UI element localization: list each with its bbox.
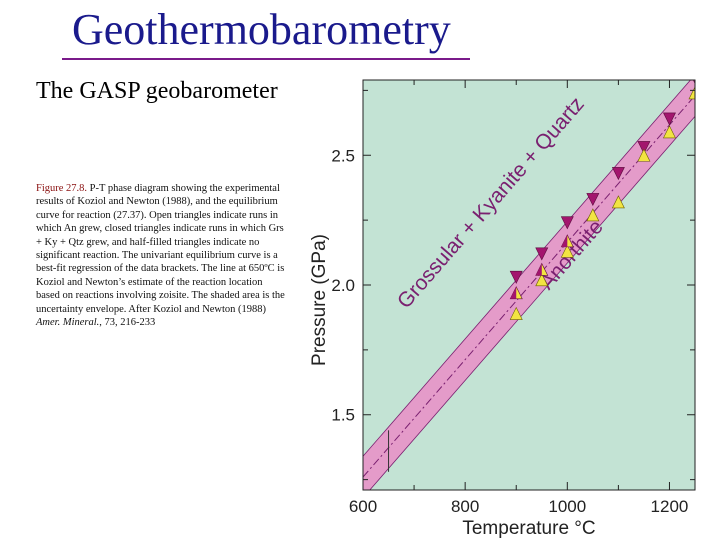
caption-journal: Amer. Mineral.	[36, 317, 100, 329]
pt-phase-diagram: Grossular + Kyanite + QuartzAnorthite600…	[309, 79, 696, 539]
caption-citation: , 73, 216-233	[99, 317, 156, 329]
x-axis-label: Temperature °C	[462, 518, 595, 539]
grs-ky-qtz-point	[509, 270, 523, 284]
anorthite-point	[560, 244, 574, 258]
y-axis-label: Pressure (GPa)	[309, 234, 330, 366]
y-tick-label: 2.0	[331, 276, 355, 295]
x-tick-label: 1000	[548, 497, 586, 516]
slide-title: Geothermobarometry	[72, 5, 451, 54]
slide-subtitle: The GASP geobarometer	[36, 78, 278, 104]
grs-ky-qtz-point	[662, 112, 676, 126]
grs-ky-qtz-point	[560, 216, 574, 230]
y-tick-label: 1.5	[331, 406, 355, 425]
anorthite-point	[637, 148, 651, 162]
anorthite-point	[509, 306, 523, 320]
anorthite-point	[611, 195, 625, 209]
y-tick-label: 2.5	[331, 146, 355, 165]
x-tick-label: 600	[349, 497, 377, 516]
x-tick-label: 1200	[651, 497, 689, 516]
x-tick-label: 800	[451, 497, 479, 516]
figure-caption: Figure 27.8. P-T phase diagram showing t…	[36, 182, 288, 329]
no-reaction-point-fill	[510, 286, 517, 299]
grs-ky-qtz-point	[535, 247, 549, 261]
grs-ky-qtz-point	[586, 193, 600, 207]
uncertainty-envelope	[363, 80, 695, 490]
grs-ky-qtz-point	[637, 141, 651, 155]
anorthite-point	[535, 273, 549, 287]
figure-label: Figure 27.8.	[36, 183, 88, 194]
title-underline	[62, 58, 470, 60]
anorthite-point	[586, 208, 600, 222]
caption-text: P-T phase diagram showing the experiment…	[36, 183, 285, 315]
no-reaction-point-fill	[535, 263, 542, 276]
no-reaction-point-fill	[561, 234, 568, 247]
anorthite-point	[662, 125, 676, 139]
grs-ky-qtz-point	[611, 167, 625, 181]
